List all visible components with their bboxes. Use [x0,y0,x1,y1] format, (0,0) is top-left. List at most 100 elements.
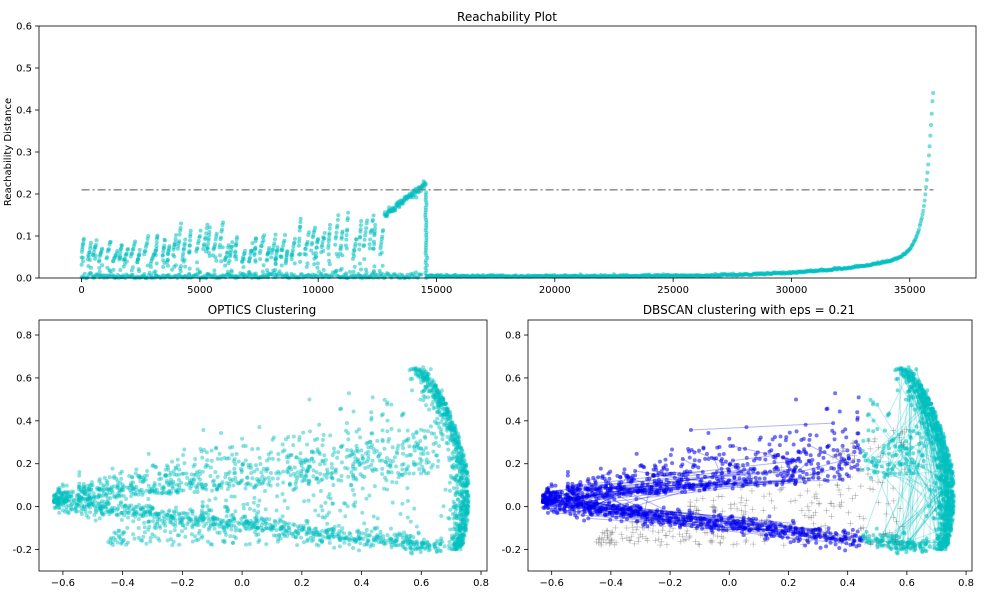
optics-point [311,474,316,479]
optics-point [408,550,413,555]
optics-point [280,442,285,447]
reachability-point [137,269,142,274]
optics-point [299,469,304,474]
reachability-point [357,242,362,247]
optics-point [460,540,465,545]
optics-point [368,445,373,450]
reachability-point [336,254,341,259]
optics-point [427,542,432,547]
reachability-point [233,254,238,259]
optics-point [119,510,124,515]
optics-point [266,475,271,480]
optics-point [358,435,363,440]
optics-point [353,456,358,461]
reachability-point [924,185,929,190]
optics-point [163,473,168,478]
dbscan-point [763,457,768,462]
reachability-point [91,250,96,255]
optics-point [247,506,252,511]
optics-point [328,433,333,438]
optics-point [365,459,370,464]
reachability-point [298,220,303,225]
optics-point [372,535,377,540]
y-tick-label: 0.6 [16,373,32,384]
optics-point [244,527,249,532]
optics-point [418,397,423,402]
optics-point [405,486,410,491]
optics-point [228,534,233,539]
optics-point [400,467,405,472]
optics-point [140,538,145,543]
optics-point [329,474,334,479]
optics-point [430,385,435,390]
optics-point [217,483,222,488]
optics-point [166,467,171,472]
optics-point [407,452,412,457]
reachability-point [130,265,135,270]
optics-point [239,468,244,473]
optics-point [297,438,302,443]
optics-point [252,495,257,500]
optics-point [400,533,405,538]
optics-point [291,522,296,527]
optics-point [200,500,205,505]
reachability-point [362,237,367,242]
optics-point [184,471,189,476]
reachability-point [229,248,234,253]
optics-point [438,542,443,547]
reachability-point [927,144,932,149]
optics-point [368,544,373,549]
optics-point [223,475,228,480]
optics-point [140,492,145,497]
optics-point [204,510,209,515]
optics-point [189,483,194,488]
optics-point [320,443,325,448]
optics-point [95,485,100,490]
optics-point [369,410,374,415]
optics-point [287,483,292,488]
reachability-point [100,263,105,268]
reachability-point [87,250,92,255]
optics-point [366,538,371,543]
optics-point [282,448,287,453]
optics-point [394,539,399,544]
optics-point [210,488,215,493]
reachability-point [272,237,277,242]
dbscan-point [837,409,842,414]
dbscan-point [692,458,697,463]
optics-point [441,504,446,509]
reachability-point [213,242,218,247]
optics-point [336,450,341,455]
reachability-point [305,261,310,266]
reachability-point [258,248,263,253]
optics-point [293,535,298,540]
reachability-point [298,259,303,264]
dbscan-point [762,482,767,487]
optics-point [287,465,292,470]
optics-point [441,397,446,402]
optics-point [381,534,386,539]
reachability-point [333,242,338,247]
dbscan-noise-marker [766,490,773,497]
reachability-point [212,268,217,273]
optics-point [286,434,291,439]
optics-point [458,508,463,513]
optics-point [115,483,120,488]
x-tick-label: 0.4 [354,578,370,589]
reachability-point [234,241,239,246]
reachability-point [371,213,376,218]
reachability-point [345,227,350,232]
optics-point [414,429,419,434]
reachability-point [380,234,385,239]
optics-point [306,498,311,503]
reachability-point [160,253,165,258]
reachability-point [204,226,209,231]
dbscan-noise-marker [649,528,656,535]
optics-point [275,476,280,481]
optics-point [64,504,69,509]
reachability-point [338,268,343,273]
optics-point [186,520,191,525]
optics-point [276,537,281,542]
optics-point [204,521,209,526]
optics-point [281,469,286,474]
